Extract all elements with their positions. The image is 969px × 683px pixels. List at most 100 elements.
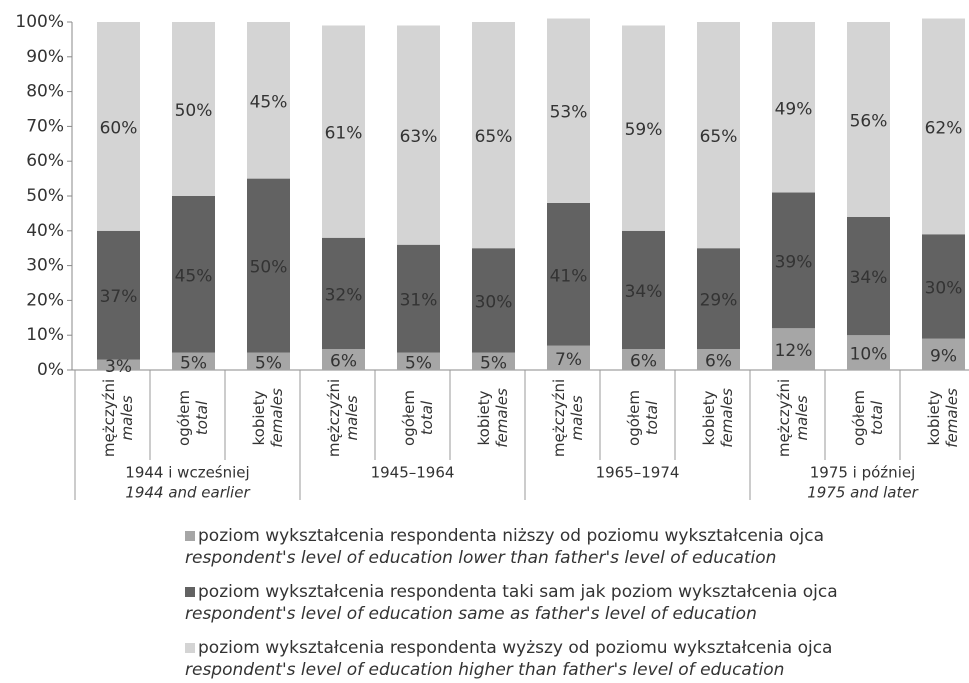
category-label-en: females — [943, 388, 961, 448]
data-label: 39% — [775, 252, 813, 272]
category-label-en: males — [118, 395, 136, 440]
bar-segment — [397, 352, 440, 370]
bar-segment — [922, 234, 965, 339]
data-label: 65% — [475, 127, 513, 147]
y-tick-label: 10% — [26, 325, 64, 345]
data-label: 61% — [325, 124, 363, 144]
category-label-en: males — [568, 395, 586, 440]
data-label: 6% — [330, 352, 357, 372]
y-tick-label: 70% — [26, 116, 64, 136]
data-label: 63% — [400, 127, 438, 147]
data-label: 5% — [405, 353, 432, 373]
y-tick-label: 0% — [37, 360, 64, 380]
category-label-pl: ogółem — [400, 390, 418, 446]
data-label: 65% — [700, 127, 738, 147]
category-label-pl: kobiety — [475, 390, 493, 445]
bar-segment — [622, 230, 665, 350]
bar-segment — [97, 230, 140, 360]
category-label: ogółem total — [175, 390, 211, 446]
bar-segment — [247, 352, 290, 370]
data-label: 45% — [250, 92, 288, 112]
legend-label: poziom wykształcenia respondenta wyższy … — [198, 638, 832, 658]
category-label-en: total — [643, 400, 661, 435]
category-label-en: males — [343, 395, 361, 440]
group-label-en: 1944 and earlier — [125, 484, 250, 502]
bar-segment — [847, 335, 890, 370]
category-label-en: females — [718, 388, 736, 448]
group-label: 1944 i wcześniej — [125, 464, 249, 482]
group-label-en: 1975 and later — [807, 484, 918, 502]
data-label: 45% — [175, 266, 213, 286]
category-label-pl: kobiety — [250, 390, 268, 445]
category-label-pl: kobiety — [700, 390, 718, 445]
bar-segment — [322, 237, 365, 350]
category-label-en: total — [868, 400, 886, 435]
category-label-pl: ogółem — [850, 390, 868, 446]
data-label: 59% — [625, 120, 663, 140]
data-label: 50% — [250, 258, 288, 278]
data-label: 10% — [850, 345, 888, 365]
bar-segment — [547, 18, 590, 203]
category-label: kobiety females — [700, 388, 736, 448]
category-label: ogółem total — [625, 390, 661, 446]
data-label: 50% — [175, 101, 213, 121]
data-label: 34% — [625, 282, 663, 302]
legend-swatch — [185, 587, 195, 597]
data-label: 37% — [100, 287, 138, 307]
data-label: 34% — [850, 268, 888, 288]
legend-label-en: respondent's level of education same as … — [185, 604, 757, 624]
group-label: 1975 i później — [810, 464, 916, 482]
bar-segment — [622, 25, 665, 231]
category-label: mężczyźni males — [550, 379, 586, 457]
data-label: 5% — [180, 353, 207, 373]
y-tick-label: 80% — [26, 82, 64, 102]
bar-segment — [772, 328, 815, 370]
category-label: mężczyźni males — [100, 379, 136, 457]
data-label: 62% — [925, 118, 963, 138]
y-tick-label: 20% — [26, 290, 64, 310]
category-label: ogółem total — [400, 390, 436, 446]
bar-segment — [97, 359, 140, 370]
bar-segment — [472, 22, 515, 249]
category-label: kobiety females — [250, 388, 286, 448]
bar-segment — [172, 196, 215, 353]
data-label: 53% — [550, 103, 588, 123]
category-label-en: total — [418, 400, 436, 435]
bar-segment — [622, 349, 665, 370]
category-label-en: females — [268, 388, 286, 448]
category-label-pl: kobiety — [925, 390, 943, 445]
category-label-pl: ogółem — [625, 390, 643, 446]
bar-segment — [397, 244, 440, 353]
data-label: 29% — [700, 291, 738, 311]
y-tick-label: 30% — [26, 256, 64, 276]
bar-segment — [322, 25, 365, 238]
bar-segment — [547, 345, 590, 370]
category-label-pl: mężczyźni — [775, 379, 793, 457]
data-label: 32% — [325, 285, 363, 305]
data-label: 30% — [925, 278, 963, 298]
legend-label: poziom wykształcenia respondenta niższy … — [198, 526, 824, 546]
data-label: 56% — [850, 111, 888, 131]
y-tick-label: 90% — [26, 47, 64, 67]
bar-segment — [697, 22, 740, 249]
bar-segment — [472, 248, 515, 353]
data-label: 9% — [930, 346, 957, 366]
legend-swatch — [185, 643, 195, 653]
bar-segment — [772, 22, 815, 193]
data-label: 41% — [550, 266, 588, 286]
bar-segment — [547, 202, 590, 346]
group-label: 1945–1964 — [371, 464, 455, 482]
bar-segment — [322, 349, 365, 370]
data-label: 60% — [100, 118, 138, 138]
data-label: 12% — [775, 341, 813, 361]
data-label: 6% — [705, 352, 732, 372]
bar-segment — [97, 22, 140, 231]
data-label: 5% — [255, 353, 282, 373]
bar-segment — [697, 248, 740, 350]
bar-segment — [472, 352, 515, 370]
category-label-pl: mężczyźni — [325, 379, 343, 457]
bar-segment — [397, 25, 440, 245]
bar-segment — [247, 22, 290, 179]
data-label: 31% — [400, 291, 438, 311]
